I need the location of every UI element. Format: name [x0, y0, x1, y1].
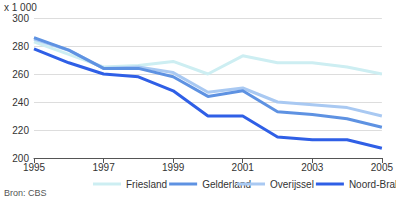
svg-text:260: 260 — [12, 69, 29, 80]
svg-text:2001: 2001 — [232, 162, 255, 173]
svg-text:1995: 1995 — [23, 162, 46, 173]
svg-text:280: 280 — [12, 41, 29, 52]
svg-text:1997: 1997 — [92, 162, 115, 173]
svg-text:1999: 1999 — [162, 162, 185, 173]
svg-text:Noord-Brabant: Noord-Brabant — [349, 179, 396, 190]
svg-text:300: 300 — [12, 13, 29, 24]
svg-text:Friesland: Friesland — [126, 179, 167, 190]
svg-text:200: 200 — [12, 152, 29, 164]
svg-text:240: 240 — [12, 97, 29, 108]
svg-text:Bron: CBS: Bron: CBS — [4, 188, 47, 198]
svg-text:x 1 000: x 1 000 — [4, 2, 37, 13]
svg-text:2003: 2003 — [301, 162, 324, 173]
svg-text:Gelderland: Gelderland — [202, 178, 251, 190]
svg-text:Overijssel: Overijssel — [270, 179, 314, 190]
svg-text:220: 220 — [12, 125, 29, 136]
svg-text:2005: 2005 — [371, 162, 394, 173]
